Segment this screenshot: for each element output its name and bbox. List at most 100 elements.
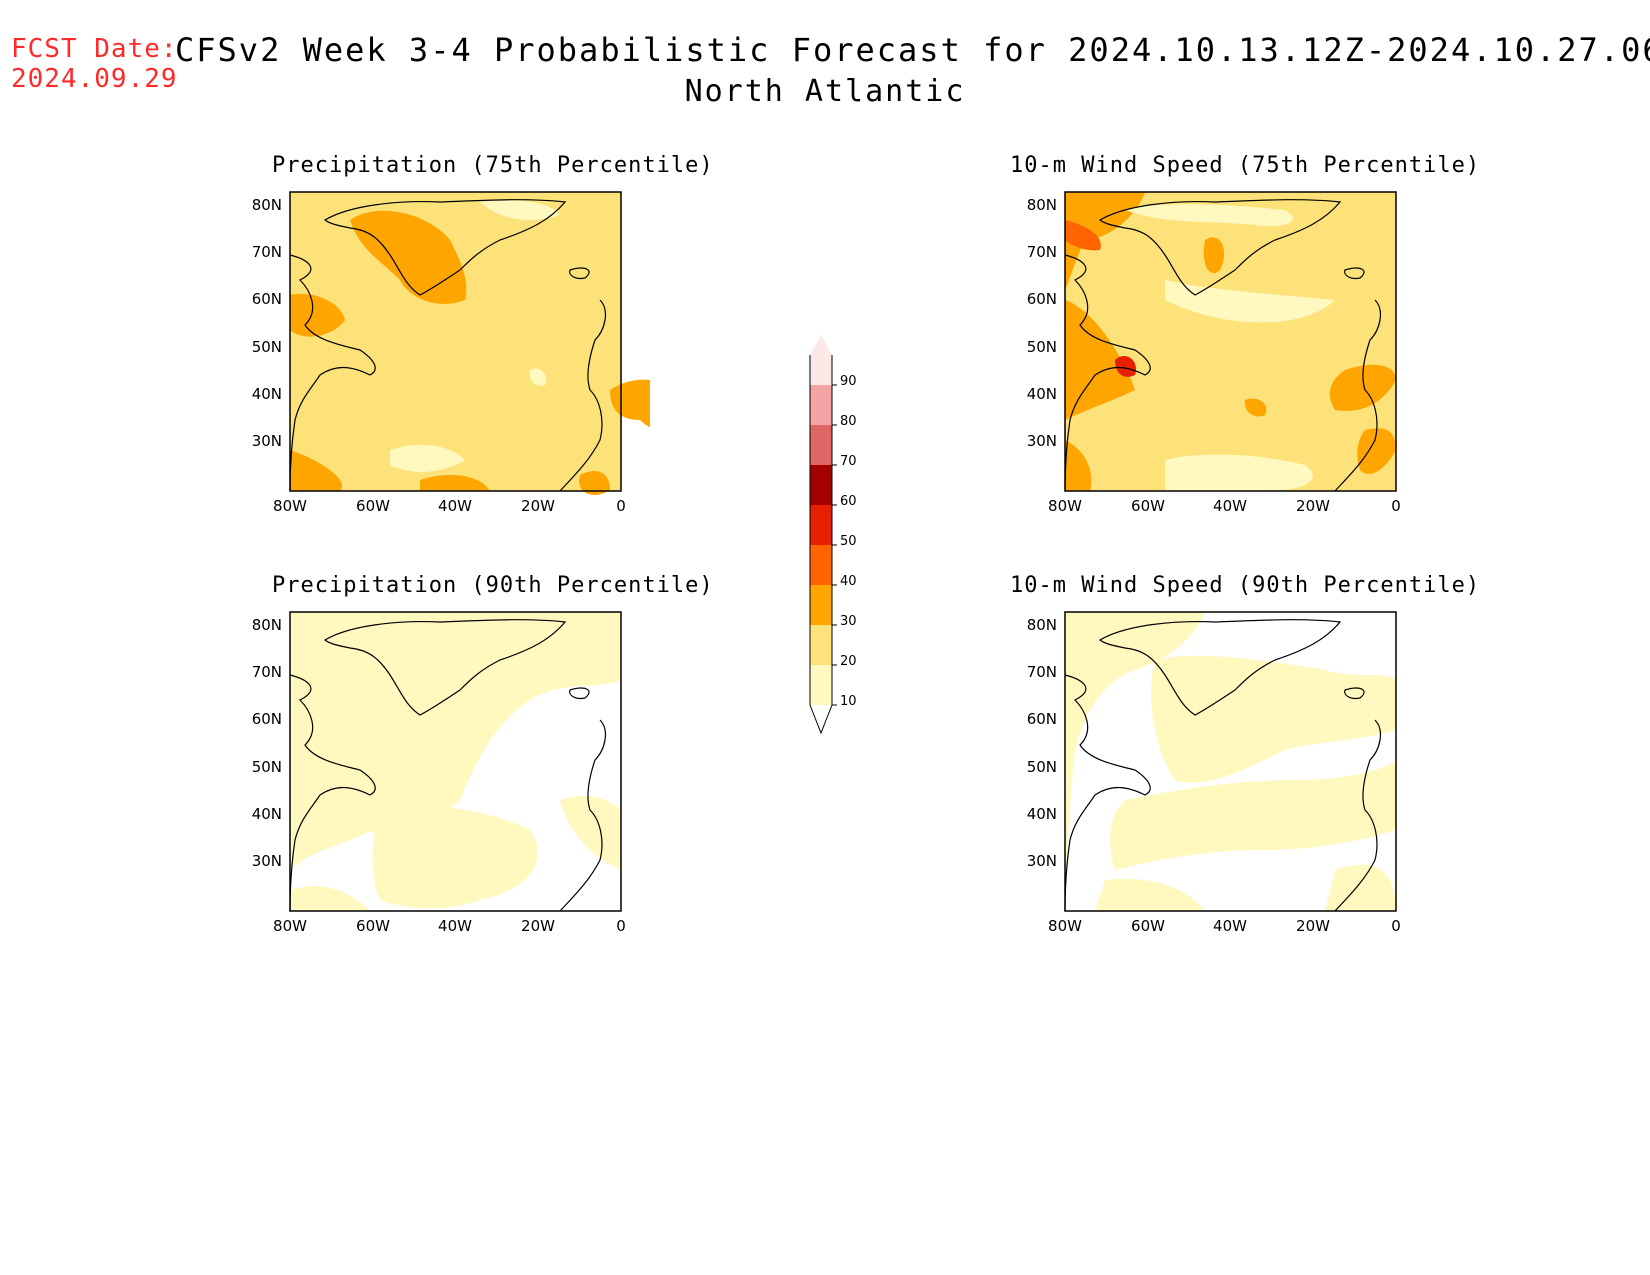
colorbar-label: 60: [840, 494, 857, 509]
panel-title-precip-90: Precipitation (90th Percentile): [272, 573, 714, 598]
map-frame: [1064, 191, 1397, 492]
forecast-date-block: FCST Date: 2024.09.29: [11, 34, 178, 94]
lat-label: 30N: [1027, 432, 1057, 450]
coastlines: [289, 199, 607, 492]
lon-label: 40W: [438, 917, 472, 935]
lat-label: 50N: [1027, 338, 1057, 356]
lon-label: 60W: [1131, 917, 1165, 935]
lat-label: 30N: [1027, 852, 1057, 870]
forecast-date-value: 2024.09.29: [11, 64, 178, 94]
lat-label: 40N: [1027, 805, 1057, 823]
colorbar-label: 80: [840, 414, 857, 429]
map-wind-75: 80N 70N 60N 50N 40N 30N 80W 60W 40W 20W …: [1027, 191, 1401, 515]
lat-axis: 80N 70N 60N 50N 40N 30N: [1027, 196, 1057, 450]
lat-label: 60N: [252, 290, 282, 308]
forecast-date-label: FCST Date:: [11, 34, 178, 64]
lat-label: 50N: [1027, 758, 1057, 776]
lon-label: 80W: [1048, 497, 1082, 515]
panel-title-wind-90: 10-m Wind Speed (90th Percentile): [1010, 573, 1481, 598]
colorbar-label: 20: [840, 654, 857, 669]
lon-label: 20W: [521, 497, 555, 515]
lat-label: 30N: [252, 432, 282, 450]
lon-label: 40W: [1213, 497, 1247, 515]
lon-label: 60W: [356, 497, 390, 515]
lat-label: 80N: [252, 616, 282, 634]
panel-title-wind-75: 10-m Wind Speed (75th Percentile): [1010, 153, 1481, 178]
lat-label: 70N: [1027, 663, 1057, 681]
lat-label: 70N: [252, 663, 282, 681]
colorbar-swatch: [810, 335, 832, 385]
lon-axis: 80W 60W 40W 20W 0: [273, 917, 626, 935]
lon-label: 0: [1391, 497, 1401, 515]
colorbar-outline: [809, 355, 833, 705]
lon-axis: 80W 60W 40W 20W 0: [1048, 497, 1401, 515]
panel-title-precip-75: Precipitation (75th Percentile): [272, 153, 714, 178]
probability-shading: [290, 200, 650, 495]
lon-label: 0: [616, 497, 626, 515]
probability-shading: [1065, 192, 1396, 491]
colorbar-lower-extension: [809, 704, 833, 735]
lon-label: 40W: [1213, 917, 1247, 935]
lat-label: 40N: [1027, 385, 1057, 403]
map-precip-75: 80N 70N 60N 50N 40N 30N 80W 60W 40W 20W …: [252, 191, 650, 515]
colorbar-swatch: [810, 505, 832, 545]
lat-label: 30N: [252, 852, 282, 870]
lon-axis: 80W 60W 40W 20W 0: [273, 497, 626, 515]
lat-label: 60N: [1027, 710, 1057, 728]
region-title: North Atlantic: [684, 74, 966, 109]
lon-label: 80W: [273, 497, 307, 515]
lon-label: 40W: [438, 497, 472, 515]
lat-axis: 80N 70N 60N 50N 40N 30N: [252, 616, 282, 870]
colorbar-swatch: [810, 665, 832, 705]
colorbar-label: 50: [840, 534, 857, 549]
map-wind-90: 80N 70N 60N 50N 40N 30N 80W 60W 40W 20W …: [1027, 611, 1401, 935]
lat-label: 60N: [1027, 290, 1057, 308]
lon-label: 80W: [1048, 917, 1082, 935]
lon-label: 20W: [521, 917, 555, 935]
map-frame: [1064, 611, 1397, 912]
lon-label: 0: [616, 917, 626, 935]
lat-axis: 80N 70N 60N 50N 40N 30N: [252, 196, 282, 450]
lat-axis: 80N 70N 60N 50N 40N 30N: [1027, 616, 1057, 870]
colorbar-swatch: [810, 545, 832, 585]
lat-label: 80N: [1027, 616, 1057, 634]
lat-label: 80N: [1027, 196, 1057, 214]
lon-label: 20W: [1296, 917, 1330, 935]
probability-shading: [290, 612, 621, 911]
lon-axis: 80W 60W 40W 20W 0: [1048, 917, 1401, 935]
main-title: CFSv2 Week 3-4 Probabilistic Forecast fo…: [175, 31, 1650, 69]
colorbar-boxes: [809, 335, 837, 735]
lat-label: 50N: [252, 758, 282, 776]
colorbar-swatch: [810, 625, 832, 665]
lat-label: 60N: [252, 710, 282, 728]
colorbar-label: 30: [840, 614, 857, 629]
lat-label: 70N: [1027, 243, 1057, 261]
probability-shading: [1065, 612, 1396, 911]
map-base-fill: [290, 192, 621, 491]
colorbar-swatch: [810, 585, 832, 625]
colorbar-label: 70: [840, 454, 857, 469]
lat-label: 40N: [252, 805, 282, 823]
map-base-fill: [1065, 192, 1396, 491]
lat-label: 50N: [252, 338, 282, 356]
lat-label: 80N: [252, 196, 282, 214]
map-frame: [289, 191, 622, 492]
map-frame: [289, 611, 622, 912]
lon-label: 80W: [273, 917, 307, 935]
lon-label: 20W: [1296, 497, 1330, 515]
colorbar-swatch: [810, 385, 832, 425]
map-precip-90: 80N 70N 60N 50N 40N 30N 80W 60W 40W 20W …: [252, 611, 626, 935]
lon-label: 60W: [356, 917, 390, 935]
lon-label: 0: [1391, 917, 1401, 935]
coastlines: [1064, 199, 1382, 492]
colorbar-labels: 10 20 30 40 50 60 70 80 90: [840, 374, 857, 709]
lat-label: 70N: [252, 243, 282, 261]
coastlines: [1064, 619, 1382, 912]
coastlines: [289, 619, 607, 912]
colorbar-label: 10: [840, 694, 857, 709]
lon-label: 60W: [1131, 497, 1165, 515]
lat-label: 40N: [252, 385, 282, 403]
colorbar-label: 40: [840, 574, 857, 589]
colorbar-swatch: [810, 425, 832, 465]
colorbar: 10 20 30 40 50 60 70 80 90: [809, 335, 857, 735]
